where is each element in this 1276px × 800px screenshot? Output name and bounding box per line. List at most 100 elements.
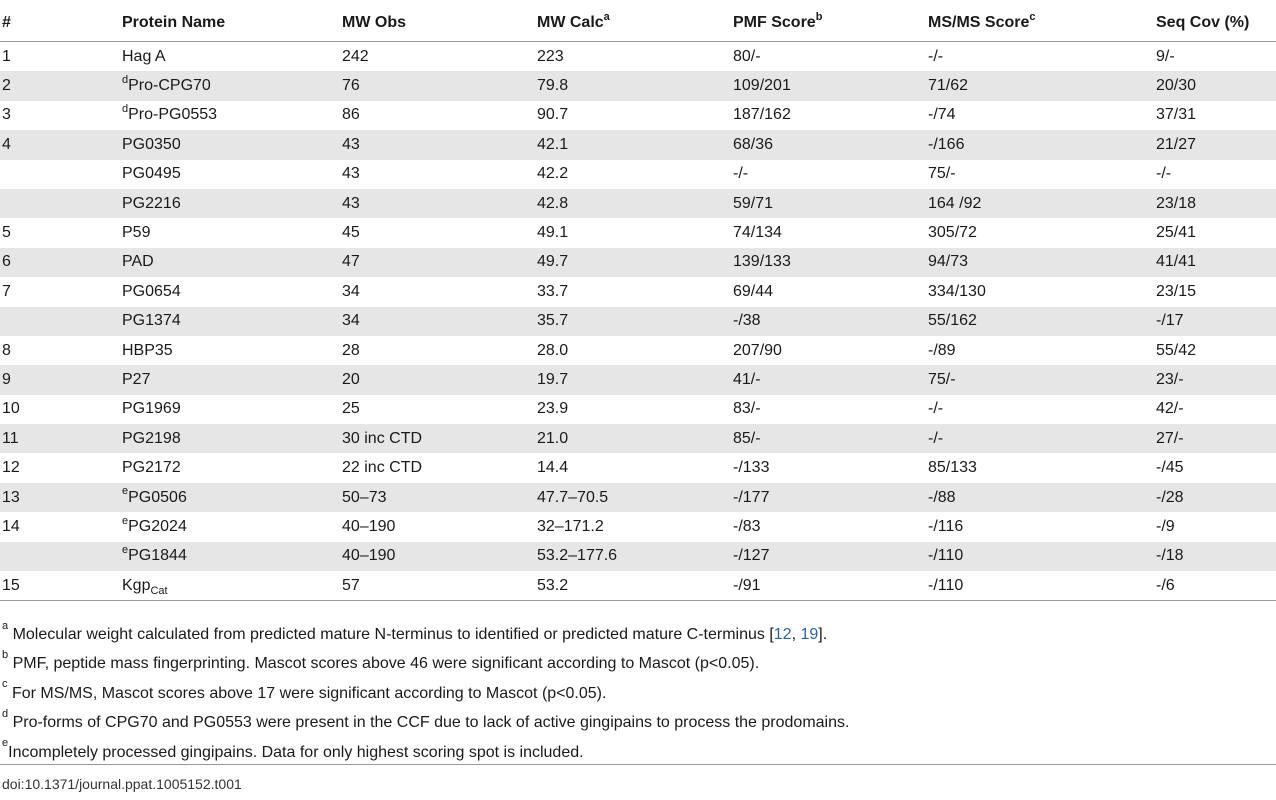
cell-mw-obs: 28 [342,341,360,359]
cell-pmf-score: 207/90 [733,341,782,359]
cell-msms-score: -/110 [928,571,1156,602]
cell-mw-obs: 34 [342,306,537,336]
cell-protein-name: PG0654 [122,282,181,300]
cell-num: 8 [2,341,11,359]
cell-mw-obs: 76 [342,71,537,101]
cell-pmf-score: 139/133 [733,247,928,278]
cell-pmf-score: 41/- [733,365,928,395]
cell-msms-score: -/110 [928,541,1156,572]
header-num: # [0,5,122,42]
table-header: # Protein Name MW Obs MW Calca PMF Score… [0,5,1276,42]
cell-mw-obs: 47 [342,247,537,278]
cell-msms-score: 305/72 [928,224,977,242]
cell-mw-obs: 43 [342,188,537,219]
cell-seq-cov: 23/- [1156,365,1276,395]
cell-msms-score: 75/- [928,365,1156,395]
cell-num: 1 [2,47,11,65]
cell-mw-obs: 242 [342,47,369,65]
cell-msms-score: -/- [928,424,1156,454]
cell-seq-cov: 41/41 [1156,247,1276,278]
footnote-d: d Pro-forms of CPG70 and PG0553 were pre… [2,707,850,732]
cell-seq-cov: 25/41 [1156,224,1197,242]
cell-num: 5 [2,224,11,242]
cell-msms-score: 94/73 [928,247,1156,278]
cell-protein-name: PG2172 [122,459,181,477]
cell-mw-calc: 79.8 [537,71,733,101]
cell-pmf-score: -/133 [733,459,770,477]
cell-pmf-score: 109/201 [733,71,928,101]
cell-mw-calc: 23.9 [537,400,569,418]
cell-pmf-score: 83/- [733,400,761,418]
cell-mw-calc: 49.7 [537,247,733,278]
cell-pmf-score: -/127 [733,541,928,572]
table-row: PG1374 34 35.7 -/38 55/162 -/17 [0,306,1276,336]
cell-seq-cov: 42/- [1156,400,1184,418]
cell-pmf-score: -/177 [733,482,928,513]
cell-num [0,160,122,189]
cell-pmf-score: -/91 [733,571,928,602]
cell-msms-score: -/116 [928,517,964,535]
cell-protein-name: ePG1844 [122,541,342,572]
reference-link-12[interactable]: 12 [773,626,792,643]
cell-mw-calc: 42.8 [537,188,733,219]
cell-mw-calc: 19.7 [537,365,733,395]
cell-mw-obs: 43 [342,130,537,160]
cell-seq-cov: 20/30 [1156,71,1276,101]
cell-pmf-score: 69/44 [733,282,774,300]
footnote-e: eIncompletely processed gingipains. Data… [2,737,584,761]
cell-seq-cov: -/9 [1156,517,1175,535]
table-row: 4 PG0350 43 42.1 68/36 -/166 21/27 [0,130,1276,160]
table-row: 10 PG1969 25 23.9 83/- -/- 42/- [0,395,1276,424]
cell-mw-obs: 30 inc CTD [342,424,537,454]
header-mw-obs: MW Obs [342,5,537,42]
cell-num [0,541,122,572]
cell-mw-calc: 47.7–70.5 [537,482,733,513]
doi-label: doi:10.1371/journal.ppat.1005152.t001 [2,776,242,792]
cell-num: 11 [0,424,122,454]
cell-mw-calc: 32–171.2 [537,517,604,535]
cell-seq-cov: 21/27 [1156,130,1276,160]
cell-num: 3 [2,106,11,124]
header-pmf-score: PMF Scoreb [733,5,928,42]
cell-num: 10 [2,400,20,418]
cell-num: 13 [0,482,122,513]
footnote-c: c For MS/MS, Mascot scores above 17 were… [2,678,607,702]
table-row: 9 P27 20 19.7 41/- 75/- 23/- [0,365,1276,395]
cell-mw-obs: 43 [342,165,360,183]
cell-seq-cov: 27/- [1156,424,1276,454]
cell-seq-cov: -/6 [1156,571,1276,602]
table-row: 5 P59 45 49.1 74/134 305/72 25/41 [0,218,1276,247]
footnotes: a Molecular weight calculated from predi… [0,620,1276,767]
cell-protein-name: dPro-CPG70 [122,71,342,101]
cell-protein-name: KgpCat [122,571,342,602]
footnote-a: a Molecular weight calculated from predi… [2,619,828,643]
table-row: 8 HBP35 28 28.0 207/90 -/89 55/42 [0,336,1276,365]
cell-num: 7 [2,282,11,300]
cell-seq-cov: 37/31 [1156,106,1197,124]
cell-protein-name: PG1374 [122,306,342,336]
cell-protein-name: PG2216 [122,188,342,219]
cell-pmf-score: -/38 [733,306,928,336]
cell-msms-score: -/166 [928,130,1156,160]
cell-protein-name: PG0495 [122,165,181,183]
cell-protein-name: ePG2024 [122,514,187,535]
cell-seq-cov: -/18 [1156,541,1276,572]
cell-pmf-score: 68/36 [733,130,928,160]
table-body: 1 Hag A 242 223 80/- -/- 9/- 2 dPro-CPG70 76 79.8 1… [0,42,1276,602]
cell-pmf-score: 85/- [733,424,928,454]
cell-seq-cov: 23/18 [1156,188,1276,219]
cell-mw-calc: 223 [537,47,564,65]
reference-link-19[interactable]: 19 [800,626,819,643]
cell-mw-obs: 86 [342,106,360,124]
cell-mw-obs: 50–73 [342,482,537,513]
cell-seq-cov: -/45 [1156,459,1184,477]
cell-seq-cov: -/17 [1156,306,1276,336]
protein-table: # Protein Name MW Obs MW Calca PMF Score… [0,5,1276,602]
cell-seq-cov: 9/- [1156,47,1175,65]
cell-num [0,306,122,336]
cell-msms-score: 55/162 [928,306,1156,336]
cell-msms-score: 164 /92 [928,188,1156,219]
cell-mw-obs: 45 [342,224,360,242]
table-row: 12 PG2172 22 inc CTD 14.4 -/133 85/133 -/45 [0,453,1276,482]
